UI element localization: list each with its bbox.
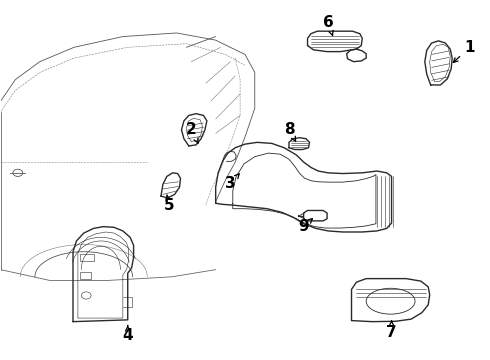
- Text: 6: 6: [323, 15, 333, 36]
- Text: 1: 1: [453, 40, 475, 62]
- Text: 7: 7: [386, 321, 397, 340]
- Text: 9: 9: [298, 219, 313, 234]
- Text: 4: 4: [122, 326, 133, 343]
- Text: 2: 2: [186, 122, 198, 143]
- Bar: [80, 253, 94, 261]
- Text: 3: 3: [225, 174, 239, 191]
- Bar: [80, 272, 91, 279]
- Text: 5: 5: [164, 195, 174, 213]
- Text: 8: 8: [284, 122, 295, 141]
